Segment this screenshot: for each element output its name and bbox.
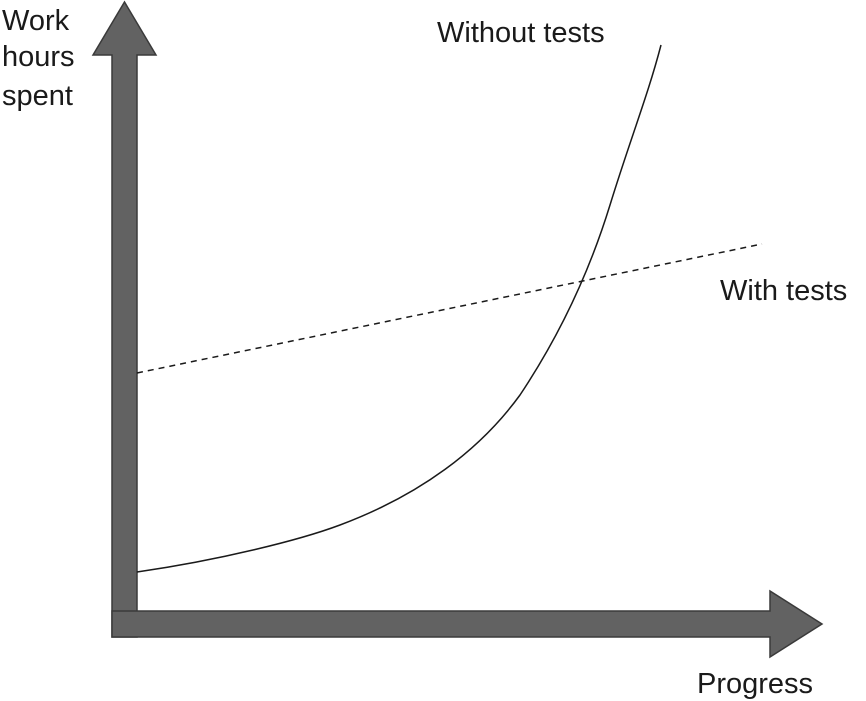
x-axis-label: Progress <box>697 668 813 700</box>
with-tests-line <box>136 243 763 374</box>
y-axis-label: Work <box>2 5 70 37</box>
x-axis-arrow <box>111 589 824 659</box>
y-axis-label: spent <box>2 80 73 112</box>
curve-label: With tests <box>720 275 847 307</box>
y-axis-label: hours <box>2 41 75 73</box>
y-axis-arrow <box>91 0 158 638</box>
without-tests-curve <box>136 44 662 573</box>
curve-label: Without tests <box>437 17 605 49</box>
